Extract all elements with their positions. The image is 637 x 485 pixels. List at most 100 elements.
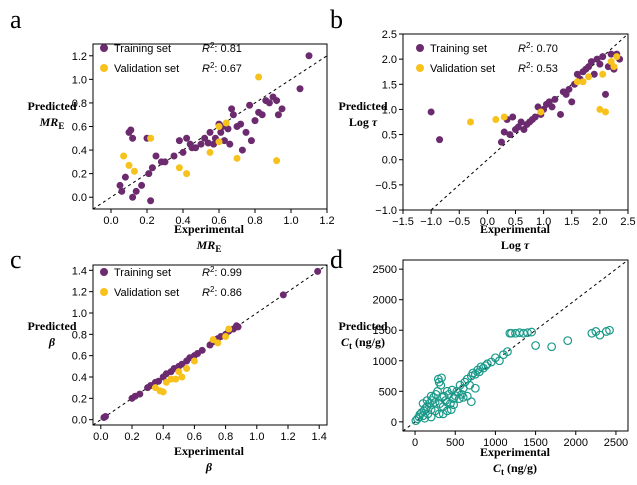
validation-point-c (222, 332, 230, 340)
validation-point-b (613, 53, 621, 61)
training-point-a (170, 152, 178, 160)
ct-point-d (446, 405, 456, 415)
validation-point-b (579, 78, 587, 86)
plot-frame-d (402, 259, 629, 432)
y-tick-label-b: 0.5 (382, 130, 397, 142)
y-tick-label-d: 1500 (373, 325, 397, 337)
legend-label-c: Validation set (114, 287, 179, 299)
x-tick-label-a: 0.0 (103, 215, 118, 227)
ct-point-d (458, 393, 468, 402)
legend-r2-b: R2: 0.53 (518, 61, 558, 75)
training-point-b (590, 70, 598, 78)
x-tick-label-b: −1.0 (420, 216, 442, 228)
validation-point-b (500, 113, 508, 121)
ct-point-d (563, 336, 573, 346)
training-point-a (197, 140, 205, 148)
training-point-c (136, 390, 144, 398)
x-axis-label-d: Experimental (480, 445, 551, 459)
ct-point-d (454, 394, 464, 404)
ct-point-d (470, 383, 480, 393)
training-point-a (246, 101, 254, 109)
x-tick-label-a: 0.2 (139, 215, 154, 227)
x-tick-label-a: 1.0 (283, 215, 298, 227)
y-tick-label-a: 1.0 (72, 74, 87, 86)
training-point-b (500, 128, 508, 136)
panel-letter-b: b (330, 5, 343, 34)
ct-point-d (482, 359, 492, 369)
ct-point-d (430, 397, 440, 407)
training-point-a (183, 134, 191, 142)
validation-point-a (147, 134, 155, 142)
training-point-b (436, 136, 444, 144)
training-point-b (497, 138, 505, 146)
training-point-a (265, 99, 273, 107)
x-tick-label-c: 1.0 (249, 431, 264, 443)
identity-line-d (402, 259, 629, 432)
training-point-a (192, 144, 200, 152)
training-point-a (206, 128, 214, 136)
training-point-a (273, 97, 281, 105)
validation-point-b (492, 115, 500, 123)
training-point-c (101, 412, 109, 420)
training-point-b (548, 103, 556, 111)
validation-point-b (596, 105, 604, 113)
training-point-b (557, 110, 564, 118)
validation-point-a (120, 152, 128, 160)
ct-point-d (605, 325, 614, 335)
training-point-b (517, 118, 525, 126)
validation-point-a (222, 119, 230, 127)
training-point-b (607, 50, 615, 58)
training-point-a (148, 164, 156, 172)
training-point-b (551, 95, 559, 103)
x-tick-label-d: 1500 (523, 437, 547, 449)
y-tick-label-b: 2.0 (382, 54, 397, 66)
validation-point-b (610, 63, 618, 71)
y-tick-label-b: −1.0 (375, 205, 397, 217)
y-axis-label-d: Predicted (338, 319, 387, 333)
x-tick-label-a: 0.8 (247, 215, 262, 227)
training-point-a (296, 85, 304, 93)
y-axis-label-b: Predicted (338, 99, 387, 113)
ct-point-d (418, 399, 428, 408)
y-tick-label-c: 0.2 (72, 393, 87, 405)
legend-r2-c: R2: 0.86 (202, 285, 242, 299)
y-axis-sublabel-d: Ct (ng/g) (341, 335, 385, 351)
training-point-a (217, 128, 225, 136)
training-point-b (602, 90, 609, 98)
validation-point-a (255, 73, 263, 81)
y-tick-label-b: 1.0 (382, 104, 397, 116)
y-tick-label-d: 1000 (373, 356, 397, 368)
ct-point-d (523, 328, 532, 338)
ct-point-d (466, 397, 476, 407)
ct-point-d (503, 347, 512, 357)
validation-point-b (599, 70, 607, 78)
ct-point-d (547, 342, 557, 352)
y-tick-label-d: 0 (391, 417, 397, 429)
training-point-a (305, 52, 313, 60)
x-tick-label-b: 0.0 (480, 216, 495, 228)
validation-point-b (573, 78, 581, 86)
ct-point-d (519, 328, 528, 338)
training-point-a (229, 111, 237, 119)
x-axis-label-c: Experimental (174, 444, 245, 458)
y-axis-sublabel-c: β (48, 335, 56, 349)
validation-point-a (206, 148, 214, 156)
y-tick-label-c: 0.6 (72, 351, 87, 363)
y-tick-label-a: 0.2 (72, 169, 87, 181)
x-tick-label-a: 0.4 (175, 215, 190, 227)
legend-label-b: Training set (430, 43, 487, 55)
training-point-a (228, 105, 236, 113)
x-axis-sublabel-c: β (205, 460, 213, 474)
ct-point-d (426, 412, 436, 422)
validation-point-c (214, 339, 222, 347)
y-tick-label-d: 500 (379, 386, 397, 398)
legend-marker-a (100, 64, 108, 72)
x-tick-label-b: 1.0 (536, 216, 551, 228)
ct-point-d (495, 356, 504, 366)
y-axis-label-a: Predicted (27, 99, 76, 113)
training-point-a (247, 137, 255, 145)
training-point-a (161, 158, 169, 166)
validation-point-a (215, 123, 223, 130)
training-point-a (238, 146, 246, 154)
y-axis-sublabel-a: MRE (39, 115, 65, 131)
